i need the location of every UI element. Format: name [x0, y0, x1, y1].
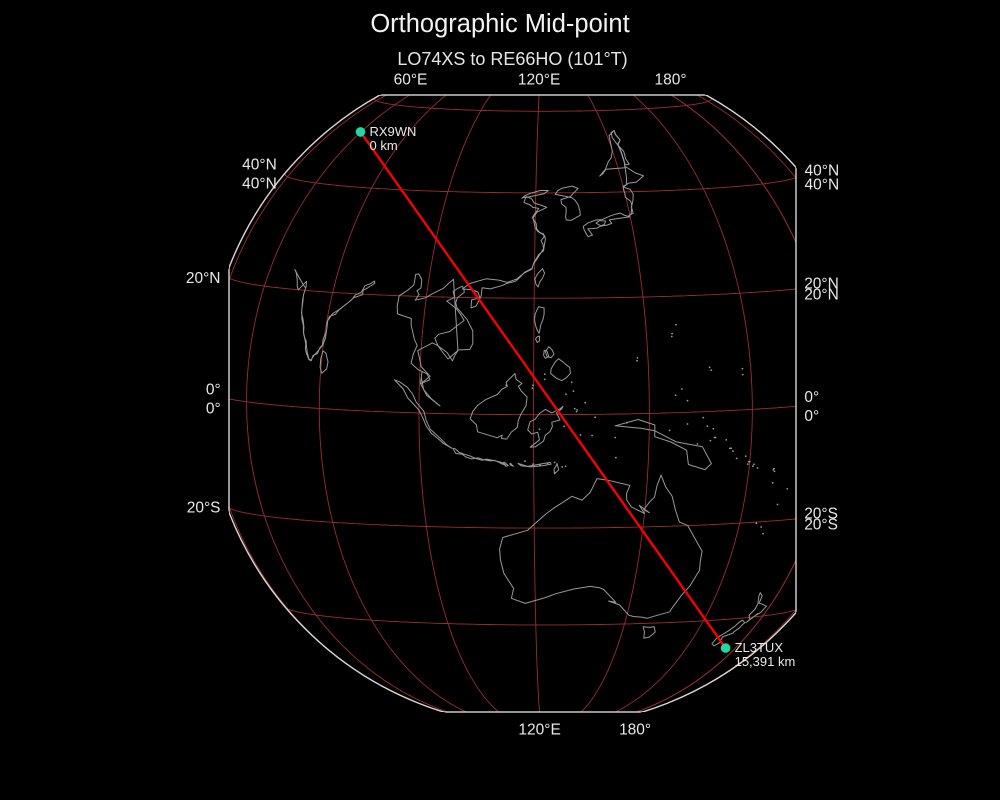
svg-text:60°E: 60°E — [394, 72, 428, 89]
svg-text:120°E: 120°E — [518, 72, 560, 89]
svg-text:40°N: 40°N — [242, 176, 277, 193]
svg-text:0°: 0° — [206, 381, 221, 398]
svg-text:15,391 km: 15,391 km — [735, 654, 796, 669]
svg-text:180°: 180° — [654, 72, 686, 89]
svg-text:ZL3TUX: ZL3TUX — [735, 640, 784, 655]
svg-text:20°N: 20°N — [186, 270, 221, 287]
svg-text:RX9WN: RX9WN — [370, 124, 417, 139]
svg-text:0°: 0° — [804, 408, 819, 425]
svg-text:40°N: 40°N — [805, 177, 840, 194]
svg-text:20°N: 20°N — [804, 287, 839, 304]
svg-text:0 km: 0 km — [370, 138, 398, 153]
svg-text:0°: 0° — [804, 389, 819, 406]
svg-text:0°: 0° — [206, 400, 221, 417]
svg-text:20°S: 20°S — [187, 500, 221, 517]
svg-text:40°N: 40°N — [242, 157, 277, 174]
svg-text:20°S: 20°S — [804, 516, 838, 533]
svg-text:120°E: 120°E — [518, 721, 560, 738]
svg-text:180°: 180° — [619, 722, 651, 739]
